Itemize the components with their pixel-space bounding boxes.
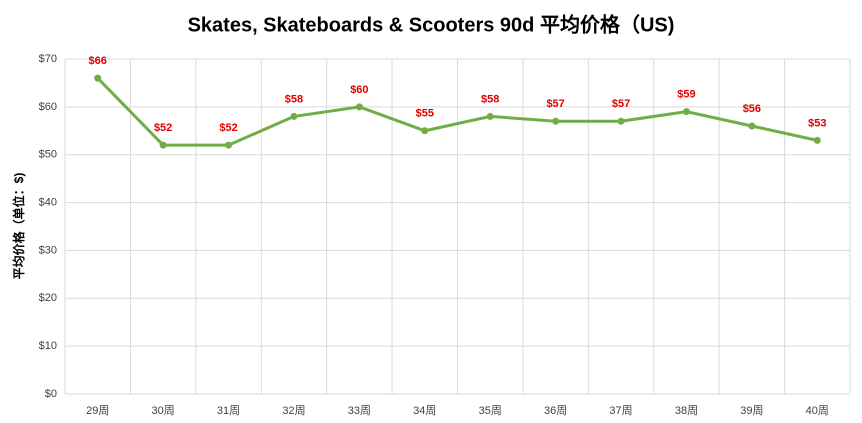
x-tick-label: 40周: [806, 404, 829, 417]
marker: [552, 117, 560, 125]
y-tick-label: $50: [39, 149, 57, 161]
data-label: $66: [89, 55, 107, 67]
x-tick-label: 39周: [740, 404, 763, 417]
data-label: $52: [219, 122, 237, 134]
x-tick-label: 31周: [217, 404, 240, 417]
y-tick-label: $0: [45, 388, 57, 400]
y-tick-label: $60: [39, 101, 57, 113]
x-tick-label: 36周: [544, 404, 567, 417]
x-tick-label: 37周: [609, 404, 632, 417]
marker: [225, 141, 233, 149]
marker: [617, 117, 625, 125]
data-label: $58: [481, 93, 499, 105]
marker: [290, 112, 298, 120]
x-tick-label: 38周: [675, 404, 698, 417]
marker: [355, 103, 363, 111]
data-label: $57: [612, 98, 630, 110]
marker: [421, 127, 429, 135]
marker: [813, 136, 821, 144]
y-tick-label: $20: [39, 292, 57, 304]
y-tick-label: $30: [39, 244, 57, 256]
marker: [94, 74, 102, 82]
y-tick-label: $10: [39, 340, 57, 352]
y-tick-label: $70: [39, 53, 57, 65]
x-tick-label: 29周: [86, 404, 109, 417]
data-label: $52: [154, 122, 172, 134]
data-label: $57: [546, 98, 564, 110]
marker: [682, 108, 690, 116]
data-label: $55: [416, 108, 434, 120]
marker: [486, 112, 494, 120]
x-tick-label: 33周: [348, 404, 371, 417]
data-label: $53: [808, 117, 826, 129]
marker: [748, 122, 756, 130]
y-tick-label: $40: [39, 196, 57, 208]
y-axis-label: 平均价格（单位：$): [11, 173, 26, 280]
x-tick-label: 30周: [152, 404, 175, 417]
data-label: $56: [743, 103, 761, 115]
x-tick-label: 34周: [413, 404, 436, 417]
x-tick-label: 32周: [282, 404, 305, 417]
data-label: $59: [677, 89, 695, 101]
x-tick-label: 35周: [479, 404, 502, 417]
marker: [159, 141, 167, 149]
data-label: $58: [285, 93, 303, 105]
data-label: $60: [350, 84, 368, 96]
chart-title: Skates, Skateboards & Scooters 90d 平均价格（…: [188, 12, 675, 36]
line: [96, 77, 818, 147]
